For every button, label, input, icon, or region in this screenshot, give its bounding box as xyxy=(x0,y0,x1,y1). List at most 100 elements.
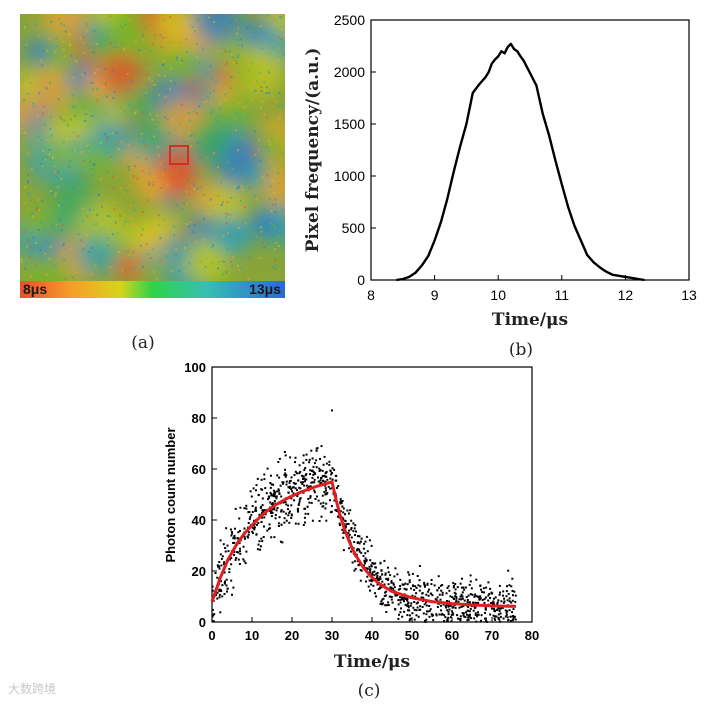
heatmap-pixel xyxy=(39,249,42,252)
panel-c-scatter-point xyxy=(216,564,219,567)
panel-c-scatter-point xyxy=(375,595,377,598)
panel-c-scatter-point xyxy=(211,608,214,611)
heatmap-pixel xyxy=(86,145,89,147)
heatmap-pixel xyxy=(215,174,218,177)
heatmap-pixel xyxy=(146,63,148,66)
heatmap-pixel xyxy=(120,26,123,29)
panel-c-scatter-point xyxy=(446,604,449,607)
heatmap-pixel xyxy=(178,42,181,45)
panel-c-scatter-point xyxy=(447,605,450,608)
heatmap-pixel xyxy=(77,232,80,235)
heatmap-pixel xyxy=(241,136,244,139)
heatmap-pixel xyxy=(154,34,156,36)
heatmap-pixel xyxy=(268,139,271,142)
heatmap-pixel xyxy=(52,78,55,81)
panel-c-scatter-point xyxy=(483,601,486,604)
heatmap-pixel xyxy=(211,262,214,265)
panel-c-scatter-point xyxy=(502,601,505,604)
heatmap-pixel xyxy=(40,221,43,224)
heatmap-pixel xyxy=(102,38,105,41)
heatmap-pixel xyxy=(41,184,44,187)
panel-c-scatter-point xyxy=(370,565,373,568)
heatmap-pixel xyxy=(150,50,153,53)
panel-c-scatter-point xyxy=(293,473,296,476)
heatmap-pixel xyxy=(141,265,144,268)
heatmap-pixel xyxy=(236,187,239,190)
panel-c-scatter-point xyxy=(376,583,379,586)
panel-c-scatter-point xyxy=(316,495,318,498)
heatmap-pixel xyxy=(161,64,164,66)
panel-c-scatter-point xyxy=(346,523,349,525)
heatmap-pixel xyxy=(121,42,124,45)
panel-c-scatter-point xyxy=(333,499,336,502)
heatmap-pixel xyxy=(211,166,214,169)
panel-c-scatter-point xyxy=(283,517,286,520)
heatmap-pixel xyxy=(213,152,216,155)
heatmap-pixel xyxy=(66,46,68,49)
panel-c-scatter-point xyxy=(384,573,387,576)
heatmap-blob xyxy=(133,118,167,152)
panel-c-scatter-point xyxy=(397,617,400,620)
panel-c-scatter-point xyxy=(489,597,492,599)
panel-c-scatter-point xyxy=(488,593,491,595)
panel-c-scatter-point xyxy=(336,486,338,489)
heatmap-pixel xyxy=(217,114,220,117)
panel-c-scatter-point xyxy=(236,537,239,540)
panel-c-scatter-point xyxy=(505,595,508,598)
heatmap-pixel xyxy=(109,15,112,18)
heatmap-pixel xyxy=(281,151,284,154)
heatmap-pixel xyxy=(153,84,156,86)
heatmap-pixel xyxy=(231,167,234,170)
heatmap-pixel xyxy=(135,110,138,113)
panel-c-scatter-point xyxy=(485,619,488,622)
panel-c-scatter-point xyxy=(460,605,463,608)
panel-c-scatter-point xyxy=(305,453,308,456)
heatmap-pixel xyxy=(230,76,233,79)
heatmap-pixel xyxy=(39,55,42,58)
heatmap-pixel xyxy=(107,215,110,217)
heatmap-pixel xyxy=(58,18,61,21)
panel-c-scatter-point xyxy=(411,612,414,615)
panel-c-scatter-point xyxy=(477,601,480,604)
panel-c-scatter-point xyxy=(508,584,511,587)
heatmap-pixel xyxy=(58,73,61,76)
heatmap-pixel xyxy=(226,161,229,164)
heatmap-pixel xyxy=(204,265,207,268)
heatmap-pixel xyxy=(167,57,169,60)
heatmap-pixel xyxy=(73,105,76,108)
panel-c-scatter-point xyxy=(333,468,336,471)
panel-c-scatter-point xyxy=(424,620,427,623)
panel-c-scatter-point xyxy=(467,616,470,619)
heatmap-pixel xyxy=(97,98,100,101)
heatmap-pixel xyxy=(143,110,146,113)
heatmap-pixel xyxy=(185,15,188,17)
panel-c-scatter-point xyxy=(437,575,440,578)
panel-c-scatter-point xyxy=(459,615,462,618)
heatmap-pixel xyxy=(215,20,218,23)
heatmap-pixel xyxy=(68,33,71,36)
panel-c-scatter-point xyxy=(467,614,470,617)
heatmap-pixel xyxy=(215,80,217,83)
heatmap-pixel xyxy=(163,218,166,221)
heatmap-pixel xyxy=(230,261,233,263)
heatmap-pixel xyxy=(99,43,102,46)
panel-c-scatter-point xyxy=(344,513,346,516)
panel-c-scatter-point xyxy=(261,516,264,519)
panel-c-scatter-point xyxy=(492,614,495,617)
panel-c-scatter-point xyxy=(232,586,235,589)
heatmap-pixel xyxy=(35,272,38,274)
heatmap-pixel xyxy=(179,123,182,125)
heatmap-pixel xyxy=(166,263,169,266)
heatmap-pixel xyxy=(88,46,91,49)
panel-c-scatter-point xyxy=(393,586,396,589)
heatmap-pixel xyxy=(57,170,60,173)
heatmap-pixel xyxy=(212,14,215,17)
heatmap-pixel xyxy=(116,84,119,87)
heatmap-pixel xyxy=(226,61,229,64)
panel-c-scatter-point xyxy=(479,584,482,587)
panel-c-scatter-point xyxy=(271,511,274,514)
panel-c-scatter-point xyxy=(483,598,486,601)
heatmap-pixel xyxy=(244,158,247,161)
heatmap-pixel xyxy=(196,187,199,190)
